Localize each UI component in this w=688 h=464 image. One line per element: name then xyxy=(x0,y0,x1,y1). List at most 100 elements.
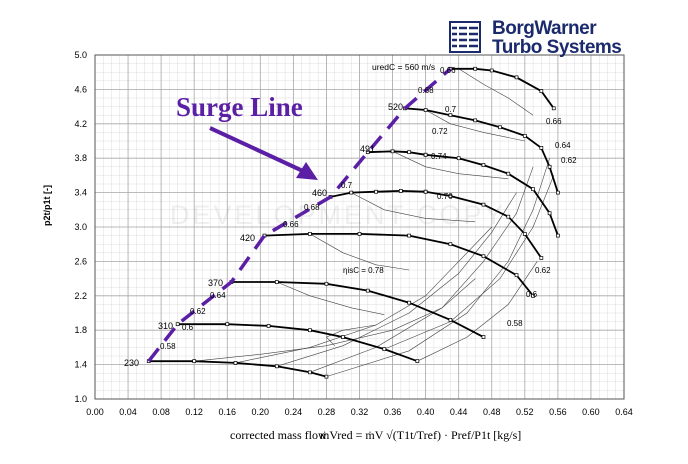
y-tick-label: 3.4 xyxy=(74,188,87,198)
efficiency-label: 0.74 xyxy=(431,152,447,161)
efficiency-contour-line xyxy=(276,192,517,367)
x-tick-label: 0.28 xyxy=(318,407,336,417)
efficiency-label: 0.66 xyxy=(546,117,562,126)
y-tick-label: 3.0 xyxy=(74,222,87,232)
x-axis-formula: ṁVred = ṁV √(T1t/Tref) · Pref/P1t [kg/s] xyxy=(320,428,522,442)
speed-line-marker xyxy=(308,328,312,333)
efficiency-label: 0.68 xyxy=(304,203,320,212)
speed-line-marker xyxy=(365,150,370,155)
speed-line-marker xyxy=(481,163,486,167)
y-axis-label: p2t/p1t [-] xyxy=(42,185,52,226)
speed-line xyxy=(367,150,426,156)
y-tick-label: 1.4 xyxy=(74,360,87,370)
speed-line-marker xyxy=(382,347,387,351)
x-tick-label: 0.32 xyxy=(351,407,369,417)
efficiency-label: 0.7 xyxy=(341,181,353,190)
x-tick-label: 0.08 xyxy=(152,407,170,417)
y-tick-label: 2.6 xyxy=(74,256,87,266)
x-tick-label: 0.20 xyxy=(252,407,270,417)
speed-line-marker xyxy=(547,164,552,169)
speed-line-marker xyxy=(473,118,478,123)
speed-line-marker xyxy=(539,89,544,93)
speed-line-marker xyxy=(407,300,411,305)
surge-line xyxy=(147,67,452,363)
efficiency-contour-line xyxy=(326,158,550,377)
efficiency-contour-line xyxy=(325,324,377,346)
y-tick-label: 1.8 xyxy=(74,325,87,335)
y-tick-label: 4.2 xyxy=(74,119,87,129)
x-tick-label: 0.44 xyxy=(450,407,468,417)
efficiency-label: 0.64 xyxy=(555,141,571,150)
borgwarner-logo-mark xyxy=(449,21,481,53)
watermark: DEVELOPMENT COPY xyxy=(170,200,506,230)
efficiency-contour-line xyxy=(194,278,476,362)
efficiency-label: 0.6 xyxy=(182,323,194,332)
speed-line-marker xyxy=(498,125,502,130)
logo-line2: Turbo Systems xyxy=(492,37,622,58)
speed-line-marker xyxy=(192,359,197,364)
efficiency-label: 0.62 xyxy=(535,266,551,275)
speed-line-marker xyxy=(481,202,486,207)
speed-line-marker xyxy=(547,211,552,216)
efficiency-label: 0.62 xyxy=(190,307,206,316)
efficiency-contour-line xyxy=(392,151,509,180)
speed-line-marker xyxy=(324,281,329,286)
efficiency-label: 0.66 xyxy=(283,220,299,229)
efficiency-label: 0.72 xyxy=(432,127,448,136)
speed-label: 460 xyxy=(312,188,327,198)
efficiency-label: 0.68 xyxy=(418,86,434,95)
speed-line xyxy=(404,107,559,193)
efficiency-contour-line xyxy=(351,192,476,223)
surge-arrow-head xyxy=(296,162,318,180)
surge-line-label: Surge Line xyxy=(176,92,303,122)
speed-line-marker xyxy=(324,374,329,379)
speed-line-marker xyxy=(448,113,453,118)
x-tick-label: 0.60 xyxy=(582,407,600,417)
efficiency-label: 0.58 xyxy=(160,342,176,351)
speed-line-marker xyxy=(506,214,511,219)
speed-label: 420 xyxy=(240,233,255,243)
speed-line-marker xyxy=(341,335,345,339)
speed-line-marker xyxy=(522,232,527,236)
speed-line xyxy=(148,360,327,378)
speed-line-marker xyxy=(539,146,544,150)
y-tick-label: 5.0 xyxy=(74,50,87,60)
speed-line-marker xyxy=(514,75,519,80)
y-tick-label: 2.2 xyxy=(74,291,87,301)
speed-line-marker xyxy=(556,190,560,195)
efficiency-contour-line xyxy=(309,166,534,373)
speed-line-marker xyxy=(481,254,486,259)
speed-line-marker xyxy=(374,189,378,194)
x-tick-label: 0.64 xyxy=(615,407,633,417)
efficiency-label: 0.76 xyxy=(437,192,453,201)
speed-label: 230 xyxy=(124,358,139,368)
x-axis-label: corrected mass flow xyxy=(230,428,327,442)
speed-line-marker xyxy=(308,370,312,375)
efficiency-contour-line xyxy=(276,281,385,315)
speed-line-marker xyxy=(349,190,354,195)
speed-label: 520 xyxy=(388,102,403,112)
efficiency-contour-line xyxy=(384,175,554,350)
speed-line-marker xyxy=(175,322,180,327)
logo-line1: BorgWarner xyxy=(492,18,597,39)
x-tick-label: 0.12 xyxy=(185,407,203,417)
speed-line-marker xyxy=(489,68,494,73)
x-tick-label: 0.24 xyxy=(285,407,303,417)
efficiency-label: 0.7 xyxy=(445,105,457,114)
x-tick-label: 0.48 xyxy=(483,407,501,417)
speed-line-marker xyxy=(481,335,486,339)
efficiency-contour-line xyxy=(309,233,410,271)
speed-line-marker xyxy=(398,189,403,193)
efficiency-label: 0.6 xyxy=(526,290,538,299)
speed-line-marker xyxy=(423,108,428,112)
speed-label: 491 xyxy=(360,144,375,154)
speed-label-top: uredC = 560 m/s xyxy=(372,62,435,72)
borgwarner-logo: BorgWarner Turbo Systems xyxy=(448,18,638,62)
speed-line-marker xyxy=(456,156,461,161)
efficiency-label: 0.66 xyxy=(440,66,456,75)
speed-line-marker xyxy=(308,232,312,236)
x-tick-label: 0.56 xyxy=(549,407,567,417)
speed-line xyxy=(177,323,418,363)
speed-line-marker xyxy=(423,189,428,194)
